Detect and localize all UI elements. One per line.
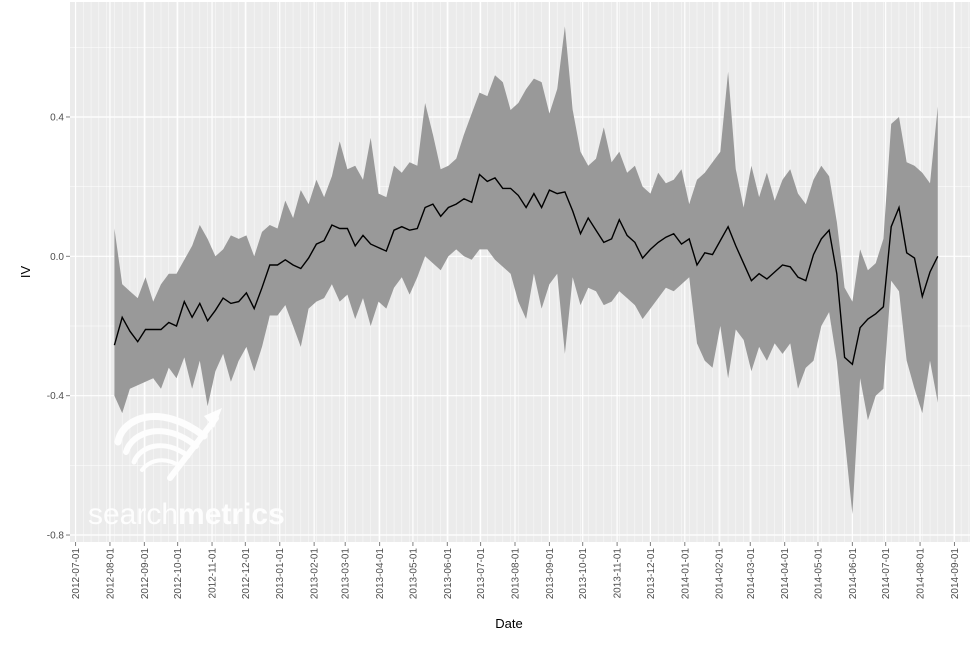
x-tick-label: 2013-06-01 (443, 548, 454, 600)
x-tick-label: 2014-03-01 (746, 548, 757, 600)
x-tick-label: 2012-08-01 (105, 548, 116, 600)
y-axis: -0.8 -0.4 0.0 0.4 (47, 112, 70, 542)
x-tick-label: 2014-07-01 (881, 548, 892, 600)
x-tick-label: 2013-11-01 (613, 548, 624, 599)
searchmetrics-logo-arrow (204, 408, 222, 428)
x-tick-label: 2014-02-01 (715, 548, 726, 600)
y-tick-label: 0.0 (50, 252, 64, 263)
y-tick-label: -0.8 (47, 531, 65, 542)
y-axis-title: IV (18, 266, 33, 279)
x-tick-label: 2014-06-01 (848, 548, 859, 600)
x-tick-label: 2013-12-01 (646, 548, 657, 600)
x-tick-label: 2012-12-01 (241, 548, 252, 600)
x-tick-label: 2012-09-01 (140, 548, 151, 600)
searchmetrics-logo: searchmetrics (88, 408, 285, 531)
x-tick-label: 2014-04-01 (780, 548, 791, 600)
x-tick-label: 2013-09-01 (545, 548, 556, 600)
x-tick-label: 2013-01-01 (275, 548, 286, 600)
iv-line (113, 173, 939, 366)
x-tick-label: 2012-11-01 (208, 548, 219, 599)
y-tick-label: 0.4 (50, 112, 64, 123)
x-tick-label: 2013-05-01 (408, 548, 419, 600)
x-tick-label: 2014-08-01 (916, 548, 927, 600)
x-tick-label: 2013-03-01 (341, 548, 352, 600)
x-tick-label: 2013-04-01 (375, 548, 386, 600)
x-tick-label: 2012-10-01 (173, 548, 184, 600)
searchmetrics-wordmark: searchmetrics (88, 498, 285, 531)
x-tick-label: 2013-10-01 (578, 548, 589, 600)
x-tick-label: 2014-09-01 (950, 548, 961, 600)
x-tick-label: 2013-07-01 (476, 548, 487, 600)
x-tick-label: 2012-07-01 (71, 548, 82, 600)
y-tick-label: -0.4 (47, 391, 65, 402)
x-axis: 2012-07-01 2012-08-01 2012-09-01 2012-10-01… (71, 542, 961, 599)
x-tick-label: 2014-05-01 (813, 548, 824, 600)
x-axis-title: Date (495, 616, 522, 631)
searchmetrics-logo-icon (114, 413, 219, 481)
x-tick-label: 2013-02-01 (310, 548, 321, 600)
x-tick-label: 2014-01-01 (680, 548, 691, 600)
x-tick-label: 2013-08-01 (511, 548, 522, 600)
confidence-ribbon (114, 26, 938, 515)
